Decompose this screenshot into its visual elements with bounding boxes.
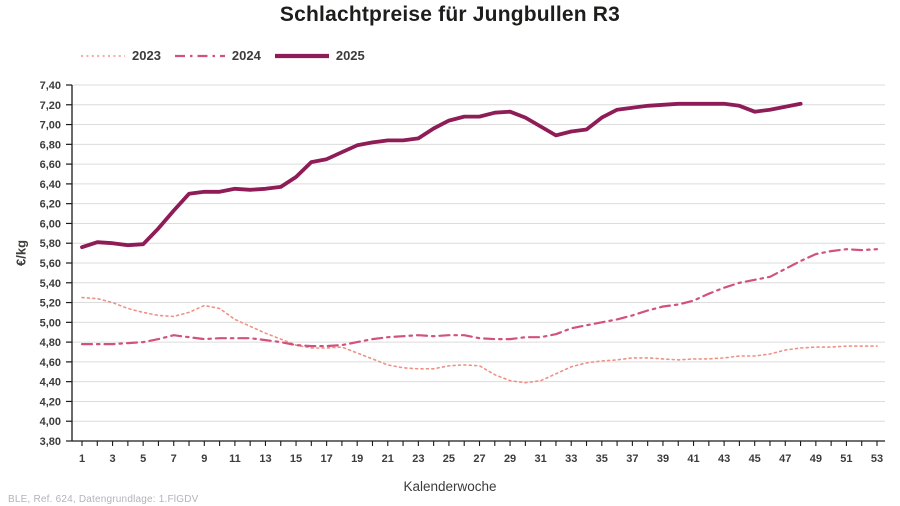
x-tick-label: 23 bbox=[412, 453, 424, 465]
x-tick-label: 39 bbox=[657, 453, 669, 465]
series-line-2025 bbox=[80, 101, 803, 250]
x-tick-label: 25 bbox=[443, 453, 455, 465]
x-tick-label: 29 bbox=[504, 453, 516, 465]
legend-label-2025: 2025 bbox=[335, 48, 365, 63]
x-tick-label: 15 bbox=[290, 453, 302, 465]
y-axis-ticks: 3,80 4,00 4,20 4,40 4,60 4,80 5,00 5,20 5,40 5,60… bbox=[40, 80, 72, 448]
chart-legend: 2023 2024 2025 bbox=[80, 48, 365, 63]
x-axis-title: Kalenderwoche bbox=[403, 479, 497, 494]
series-line-2024 bbox=[80, 248, 879, 348]
x-tick-label: 21 bbox=[382, 453, 394, 465]
x-tick-label: 27 bbox=[473, 453, 485, 465]
y-tick-label: 7,40 bbox=[40, 80, 61, 92]
x-tick-label: 3 bbox=[110, 453, 116, 465]
x-tick-label: 47 bbox=[779, 453, 791, 465]
y-tick-label: 7,00 bbox=[40, 120, 61, 132]
x-tick-label: 43 bbox=[718, 453, 730, 465]
y-tick-label: 4,40 bbox=[40, 377, 61, 389]
y-tick-label: 6,40 bbox=[40, 179, 61, 191]
legend-line-2023 bbox=[81, 54, 125, 57]
x-axis-ticks: 1 3 5 7 9 11 13 15 17 19 21 23 25 27 29 31 33 35 37 39 41 43 4… bbox=[79, 441, 883, 465]
x-tick-label: 7 bbox=[171, 453, 177, 465]
x-tick-label: 31 bbox=[535, 453, 547, 465]
x-tick-label: 13 bbox=[259, 453, 271, 465]
legend-item-2023: 2023 bbox=[80, 48, 161, 63]
y-tick-label: 5,20 bbox=[40, 298, 61, 310]
y-tick-label: 6,60 bbox=[40, 159, 61, 171]
y-tick-label: 5,60 bbox=[40, 258, 61, 270]
x-tick-label: 33 bbox=[565, 453, 577, 465]
x-tick-label: 41 bbox=[687, 453, 699, 465]
series-line-2023 bbox=[81, 296, 878, 384]
y-tick-label: 4,60 bbox=[40, 357, 61, 369]
x-tick-label: 53 bbox=[871, 453, 883, 465]
x-tick-label: 35 bbox=[596, 453, 608, 465]
y-tick-label: 4,20 bbox=[40, 396, 61, 408]
x-tick-label: 1 bbox=[79, 453, 85, 465]
y-tick-label: 6,00 bbox=[40, 218, 61, 230]
x-tick-label: 9 bbox=[201, 453, 207, 465]
source-note: BLE, Ref. 624, Datengrundlage: 1.FlGDV bbox=[8, 494, 199, 505]
y-tick-label: 7,20 bbox=[40, 100, 61, 112]
y-axis-title: €/kg bbox=[13, 239, 29, 267]
y-tick-label: 6,80 bbox=[40, 139, 61, 151]
y-tick-label: 6,20 bbox=[40, 199, 61, 211]
x-tick-label: 37 bbox=[626, 453, 638, 465]
legend-item-2024: 2024 bbox=[174, 48, 261, 63]
chart-title: Schlachtpreise für Jungbullen R3 bbox=[279, 3, 621, 26]
legend-label-2023: 2023 bbox=[132, 48, 161, 63]
y-tick-label: 5,80 bbox=[40, 238, 61, 250]
gridlines bbox=[72, 84, 885, 422]
y-tick-label: 5,40 bbox=[40, 278, 61, 290]
y-tick-label: 4,00 bbox=[40, 416, 61, 428]
x-tick-label: 5 bbox=[140, 453, 146, 465]
y-tick-label: 4,80 bbox=[40, 337, 61, 349]
y-tick-label: 3,80 bbox=[40, 436, 61, 448]
x-tick-label: 11 bbox=[229, 453, 241, 465]
x-tick-label: 17 bbox=[320, 453, 332, 465]
legend-line-2025 bbox=[274, 53, 329, 58]
x-tick-label: 49 bbox=[810, 453, 822, 465]
legend-label-2024: 2024 bbox=[231, 48, 261, 63]
x-tick-label: 19 bbox=[351, 453, 363, 465]
x-tick-label: 51 bbox=[840, 453, 852, 465]
legend-line-2024 bbox=[174, 54, 225, 57]
x-tick-label: 45 bbox=[749, 453, 761, 465]
legend-item-2025: 2025 bbox=[274, 48, 365, 63]
y-tick-label: 5,00 bbox=[40, 317, 61, 329]
